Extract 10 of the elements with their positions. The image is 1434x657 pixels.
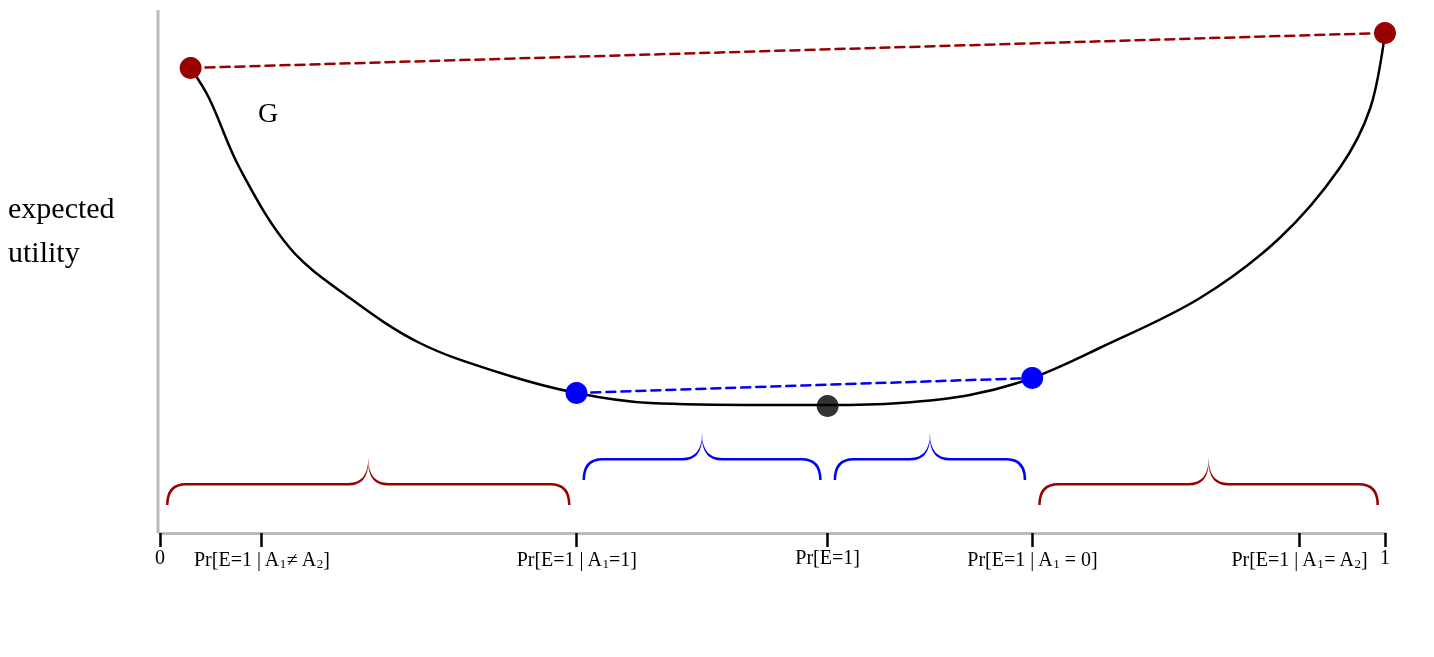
x-tick-label: Pr[E=1]	[795, 546, 860, 568]
point	[1021, 367, 1044, 389]
point	[179, 57, 202, 79]
x-tick-label: 1	[1380, 546, 1390, 568]
annotation: G	[258, 96, 279, 128]
point	[565, 382, 588, 404]
point	[816, 395, 839, 417]
point	[1374, 22, 1396, 44]
y-axis-title: expected utility	[8, 190, 115, 268]
x-tick-label: 0	[155, 546, 165, 568]
